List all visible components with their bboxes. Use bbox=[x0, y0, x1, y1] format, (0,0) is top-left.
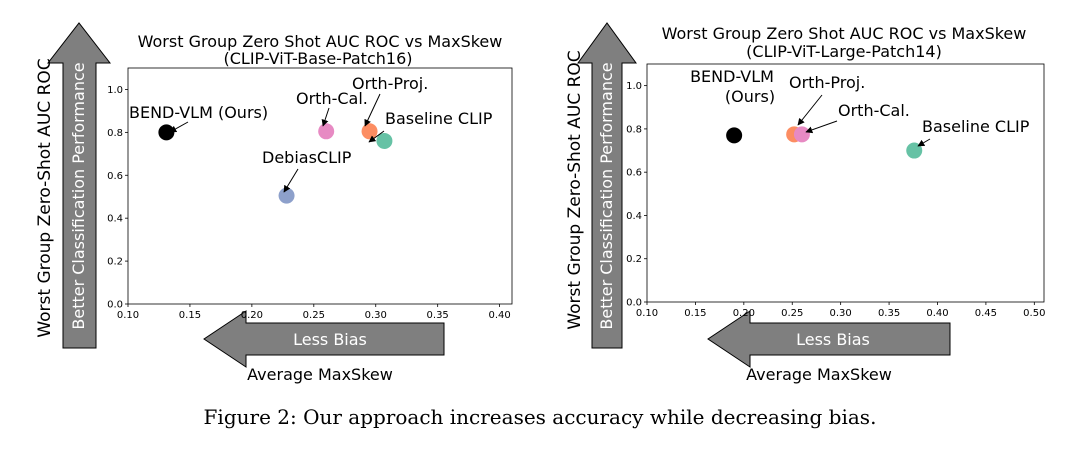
y-tick-label: 0.4 bbox=[107, 214, 123, 225]
x-tick-label: 0.20 bbox=[241, 310, 263, 321]
label-bend-vlm: BEND-VLM bbox=[690, 67, 774, 86]
pointer-baseline-clip bbox=[917, 138, 931, 147]
y-tick-label: 0.0 bbox=[107, 300, 123, 311]
y-axis-label: Worst Group Zero-Shot AUC ROC bbox=[35, 58, 55, 337]
figure-caption: Figure 2: Our approach increases accurac… bbox=[204, 405, 877, 429]
x-tick-label: 0.25 bbox=[303, 310, 325, 321]
x-tick-label: 0.30 bbox=[365, 310, 387, 321]
y-tick-label: 0.8 bbox=[107, 128, 123, 139]
chart-title: Worst Group Zero Shot AUC ROC vs MaxSkew bbox=[138, 32, 503, 51]
x-tick-label: 0.40 bbox=[926, 308, 948, 319]
better-performance-arrow-right: Better Classification Performance bbox=[577, 22, 637, 349]
y-tick-label: 0.2 bbox=[626, 254, 642, 265]
point-debiasclip bbox=[278, 187, 295, 204]
label-debiasclip: DebiasCLIP bbox=[262, 148, 352, 167]
point-baseline-clip bbox=[906, 142, 923, 159]
point-orth-cal bbox=[318, 123, 335, 140]
pointer-orth-cal bbox=[321, 107, 330, 127]
point-bend-vlm-ours bbox=[158, 124, 175, 141]
pointer-bend-vlm bbox=[169, 121, 189, 133]
y-tick-label: 0.8 bbox=[626, 124, 642, 135]
better-performance-label-left: Better Classification Performance bbox=[69, 62, 88, 329]
x-tick-label: 0.35 bbox=[427, 310, 449, 321]
x-tick-label: 0.15 bbox=[179, 310, 201, 321]
y-tick-label: 0.0 bbox=[626, 298, 642, 309]
point-baseline-clip bbox=[376, 132, 393, 149]
y-tick-label: 1.0 bbox=[626, 81, 642, 92]
pointer-orth-proj bbox=[364, 93, 381, 127]
pointer-orth-cal bbox=[805, 120, 838, 134]
chart-base-patch16: Worst Group Zero Shot AUC ROC vs MaxSkew… bbox=[35, 32, 513, 384]
pointer-baseline-clip bbox=[368, 130, 385, 143]
label-orth-cal: Orth-Cal. bbox=[838, 101, 910, 120]
point-orth-cal bbox=[793, 126, 810, 143]
x-tick-label: 0.10 bbox=[636, 308, 658, 319]
x-tick-label: 0.50 bbox=[1023, 308, 1045, 319]
plot-frame bbox=[646, 63, 1045, 303]
x-tick-label: 0.40 bbox=[488, 310, 510, 321]
less-bias-label-left: Less Bias bbox=[293, 330, 367, 349]
y-tick-label: 0.2 bbox=[107, 257, 123, 268]
y-tick-label: 0.6 bbox=[107, 171, 123, 182]
chart-title: Worst Group Zero Shot AUC ROC vs MaxSkew bbox=[662, 24, 1027, 43]
x-tick-label: 0.35 bbox=[878, 308, 900, 319]
chart-subtitle: (CLIP-ViT-Base-Patch16) bbox=[223, 49, 412, 68]
pointer-orth-proj bbox=[797, 94, 823, 126]
x-axis-label: Average MaxSkew bbox=[746, 365, 892, 384]
plot-frame bbox=[127, 67, 513, 305]
chart-subtitle: (CLIP-ViT-Large-Patch14) bbox=[746, 42, 942, 61]
less-bias-label-right: Less Bias bbox=[796, 330, 870, 349]
less-bias-arrow-left: Less Bias bbox=[203, 310, 445, 368]
label-orth-proj: Orth-Proj. bbox=[352, 74, 428, 93]
y-tick-label: 1.0 bbox=[107, 85, 123, 96]
better-performance-arrow-left: Better Classification Performance bbox=[46, 22, 112, 349]
chart-large-patch14: Worst Group Zero Shot AUC ROC vs MaxSkew… bbox=[565, 24, 1045, 384]
pointer-debiasclip bbox=[283, 168, 299, 193]
label-orth-proj: Orth-Proj. bbox=[789, 73, 865, 92]
x-tick-label: 0.45 bbox=[975, 308, 997, 319]
label-baseline-clip: Baseline CLIP bbox=[922, 117, 1030, 136]
label-bend-vlm-ours: (Ours) bbox=[725, 87, 775, 106]
x-tick-label: 0.20 bbox=[733, 308, 755, 319]
x-axis-label: Average MaxSkew bbox=[247, 365, 393, 384]
better-performance-label-right: Better Classification Performance bbox=[597, 62, 616, 329]
x-tick-label: 0.15 bbox=[684, 308, 706, 319]
label-bend-vlm: BEND-VLM (Ours) bbox=[129, 103, 268, 122]
point-orth-proj bbox=[361, 123, 378, 140]
label-baseline-clip: Baseline CLIP bbox=[385, 109, 493, 128]
less-bias-arrow-right: Less Bias bbox=[707, 310, 951, 368]
y-tick-label: 0.4 bbox=[626, 211, 642, 222]
x-tick-label: 0.10 bbox=[117, 310, 139, 321]
x-tick-label: 0.25 bbox=[781, 308, 803, 319]
x-tick-label: 0.30 bbox=[830, 308, 852, 319]
label-orth-cal: Orth-Cal. bbox=[296, 89, 368, 108]
point-bend-vlm bbox=[726, 127, 743, 144]
y-tick-label: 0.6 bbox=[626, 168, 642, 179]
y-axis-label: Worst Group Zero-Shot AUC ROC bbox=[565, 50, 585, 329]
